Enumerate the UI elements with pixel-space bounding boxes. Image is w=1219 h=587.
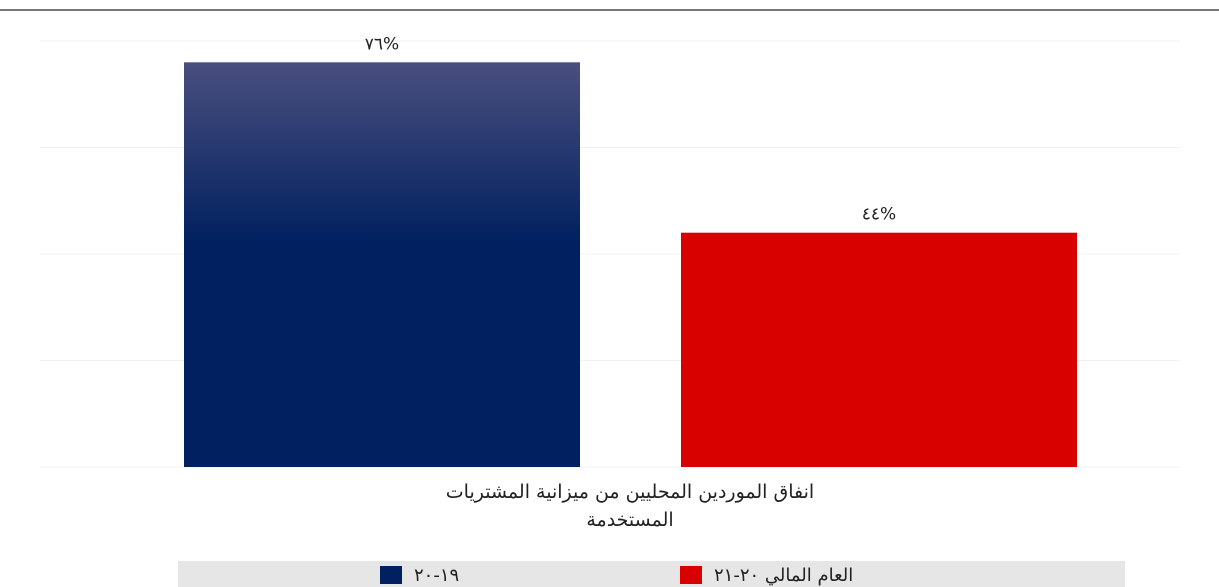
legend-bg: [178, 561, 1125, 587]
legend-item: ١٩-٢٠: [380, 564, 459, 586]
legend-label: ١٩-٢٠: [414, 564, 460, 586]
category-label: انفاق الموردين المحليين من ميزانية المشت…: [445, 481, 815, 531]
legend-swatch: [380, 566, 402, 584]
legend-swatch: [680, 566, 702, 584]
value-label: ٤٤%: [862, 205, 896, 225]
legend-item: العام المالي ٢٠-٢١: [680, 564, 853, 586]
bar: [681, 232, 1077, 467]
bar: [184, 62, 580, 468]
value-label: ٧٦%: [365, 34, 399, 54]
legend-label: العام المالي ٢٠-٢١: [714, 564, 854, 586]
